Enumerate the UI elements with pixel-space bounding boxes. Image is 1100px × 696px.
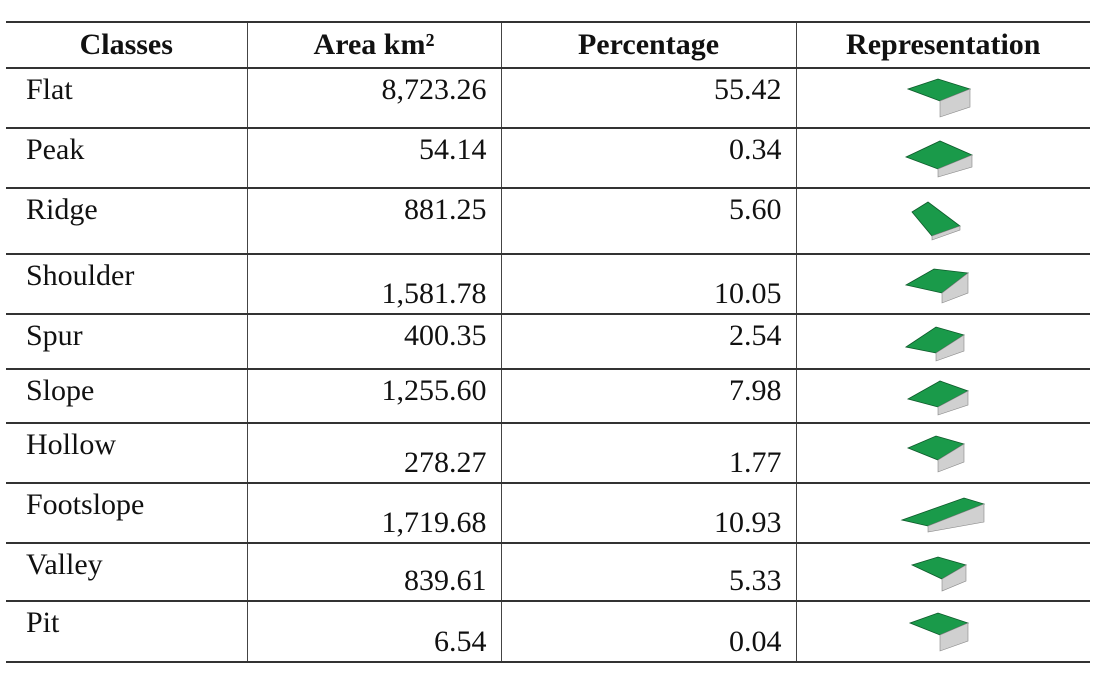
area-value: 1,581.78: [381, 277, 487, 310]
table-row: Ridge 881.25 5.60: [6, 187, 1090, 255]
percentage-cell: 5.33: [500, 542, 796, 602]
area-cell: 1,255.60: [246, 368, 501, 424]
class-name: Ridge: [26, 193, 98, 226]
class-cell: Peak: [6, 127, 247, 189]
percentage-cell: 55.42: [500, 67, 796, 129]
representation-cell: [795, 368, 1090, 424]
area-cell: 278.27: [246, 422, 501, 484]
area-cell: 881.25: [246, 187, 501, 255]
shoulder-landform-icon: [905, 268, 970, 304]
valley-landform-icon: [911, 556, 968, 592]
hollow-landform-icon: [907, 435, 966, 473]
percentage-value: 2.54: [729, 319, 782, 352]
percentage-cell: 10.93: [500, 482, 796, 544]
header-row: Classes Area km² Percentage Representati…: [6, 21, 1090, 69]
area-cell: 839.61: [246, 542, 501, 602]
area-value: 6.54: [434, 625, 487, 658]
slope-landform-icon: [907, 380, 970, 416]
representation-cell: [795, 253, 1090, 315]
class-name: Spur: [26, 319, 83, 352]
area-cell: 54.14: [246, 127, 501, 189]
area-value: 400.35: [404, 319, 487, 352]
representation-cell: [795, 542, 1090, 602]
representation-cell: [795, 482, 1090, 544]
table-row: Valley 839.61 5.33: [6, 542, 1090, 602]
percentage-value: 7.98: [729, 374, 782, 407]
header-percentage: Percentage: [500, 21, 796, 69]
spur-landform-icon: [905, 326, 966, 361]
area-value: 1,255.60: [381, 374, 487, 407]
peak-landform-icon: [905, 140, 974, 178]
table-row: Slope 1,255.60 7.98: [6, 368, 1090, 424]
percentage-value: 1.77: [729, 446, 782, 479]
class-cell: Slope: [6, 368, 247, 424]
class-cell: Shoulder: [6, 253, 247, 315]
percentage-value: 0.04: [729, 625, 782, 658]
class-cell: Ridge: [6, 187, 247, 255]
percentage-cell: 7.98: [500, 368, 796, 424]
area-cell: 8,723.26: [246, 67, 501, 129]
class-cell: Spur: [6, 313, 247, 370]
area-cell: 400.35: [246, 313, 501, 370]
area-value: 881.25: [404, 193, 487, 226]
class-cell: Footslope: [6, 482, 247, 544]
class-name: Pit: [26, 606, 60, 639]
header-representation: Representation: [795, 21, 1090, 69]
area-cell: 1,581.78: [246, 253, 501, 315]
percentage-value: 5.33: [729, 564, 782, 597]
area-cell: 6.54: [246, 600, 501, 663]
flat-landform-icon: [907, 78, 972, 118]
percentage-cell: 10.05: [500, 253, 796, 315]
percentage-value: 5.60: [729, 193, 782, 226]
table-row: Peak 54.14 0.34: [6, 127, 1090, 189]
class-name: Peak: [26, 133, 85, 166]
header-classes: Classes: [6, 21, 247, 69]
landform-classes-table: Classes Area km² Percentage Representati…: [6, 21, 1090, 663]
representation-cell: [795, 313, 1090, 370]
class-cell: Valley: [6, 542, 247, 602]
percentage-cell: 0.34: [500, 127, 796, 189]
pit-landform-icon: [909, 612, 970, 651]
class-name: Shoulder: [26, 259, 135, 292]
representation-cell: [795, 187, 1090, 255]
percentage-value: 0.34: [729, 133, 782, 166]
class-cell: Hollow: [6, 422, 247, 484]
percentage-cell: 2.54: [500, 313, 796, 370]
class-name: Hollow: [26, 428, 116, 461]
percentage-value: 55.42: [714, 73, 782, 106]
table-row: Spur 400.35 2.54: [6, 313, 1090, 370]
table-row: Hollow 278.27 1.77: [6, 422, 1090, 484]
table-row: Footslope 1,719.68 10.93: [6, 482, 1090, 544]
percentage-cell: 5.60: [500, 187, 796, 255]
percentage-cell: 0.04: [500, 600, 796, 663]
percentage-value: 10.05: [714, 277, 782, 310]
percentage-cell: 1.77: [500, 422, 796, 484]
area-value: 839.61: [404, 564, 487, 597]
class-cell: Pit: [6, 600, 247, 663]
class-name: Slope: [26, 374, 95, 407]
area-cell: 1,719.68: [246, 482, 501, 544]
area-value: 1,719.68: [381, 506, 487, 539]
table-row: Pit 6.54 0.04: [6, 600, 1090, 663]
header-area: Area km²: [246, 21, 501, 69]
representation-cell: [795, 127, 1090, 189]
area-value: 278.27: [404, 446, 487, 479]
table-row: Shoulder 1,581.78 10.05: [6, 253, 1090, 315]
class-name: Valley: [26, 548, 103, 581]
percentage-value: 10.93: [714, 506, 782, 539]
class-cell: Flat: [6, 67, 247, 129]
representation-cell: [795, 422, 1090, 484]
representation-cell: [795, 67, 1090, 129]
table-row: Flat 8,723.26 55.42: [6, 67, 1090, 129]
footslope-landform-icon: [900, 497, 986, 533]
class-name: Footslope: [26, 488, 145, 521]
ridge-landform-icon: [911, 201, 962, 241]
area-value: 8,723.26: [381, 73, 487, 106]
representation-cell: [795, 600, 1090, 663]
area-value: 54.14: [419, 133, 487, 166]
class-name: Flat: [26, 73, 73, 106]
